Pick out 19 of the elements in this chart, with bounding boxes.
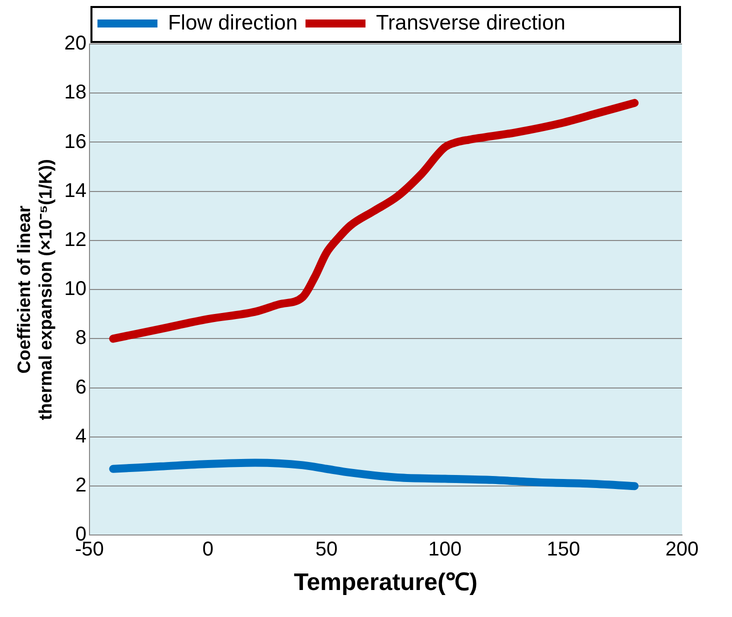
x-tick-label: 0	[202, 538, 214, 561]
y-tick-label: 16	[64, 130, 86, 153]
y-axis-title: Coefficient of linear thermal expansion (×10⁻⁵(1/K))	[14, 159, 56, 420]
x-tick-label: 200	[665, 538, 699, 561]
y-tick-label: 6	[75, 376, 86, 398]
x-tick-label: 150	[546, 538, 580, 561]
y-tick-label: 18	[64, 82, 86, 104]
y-tick-label: 2	[75, 474, 86, 497]
legend-label: Flow direction	[168, 11, 298, 34]
x-tick-label: 50	[315, 538, 338, 561]
y-tick-label: 8	[75, 327, 86, 350]
y-tick-label: 4	[75, 425, 86, 448]
y-tick-label: 12	[64, 228, 86, 251]
legend-label: Transverse direction	[376, 11, 566, 34]
y-tick-label: 10	[64, 278, 86, 300]
y-tick-label: 14	[64, 180, 86, 202]
y-tick-label: 20	[64, 32, 86, 55]
x-axis-title: Temperature(℃)	[294, 569, 478, 596]
x-tick-label: 100	[428, 538, 462, 561]
